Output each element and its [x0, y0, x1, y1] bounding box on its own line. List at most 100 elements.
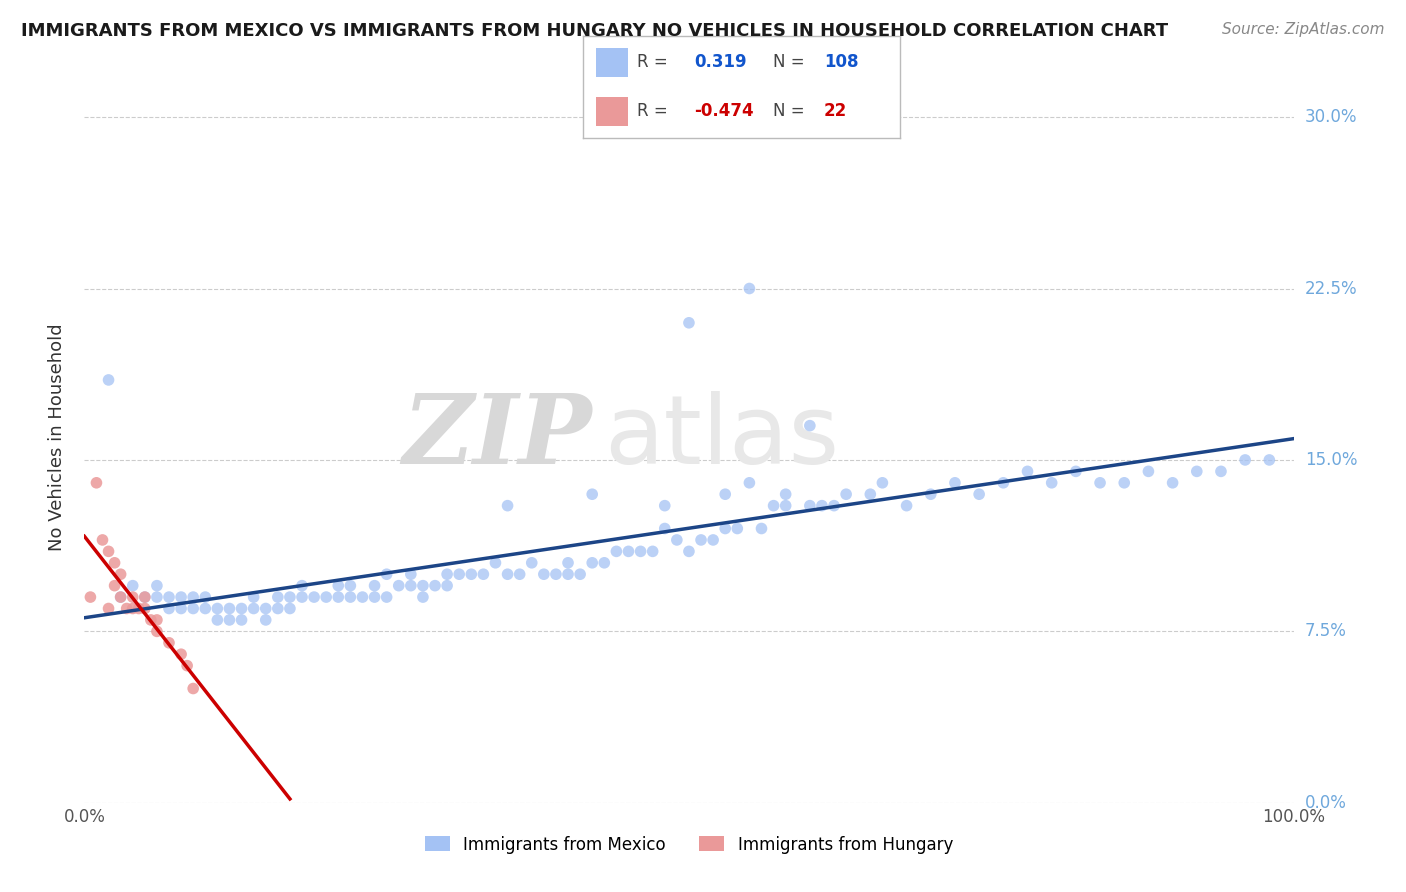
Point — [97, 373, 120, 387]
Point — [738, 475, 761, 490]
Point — [725, 521, 748, 535]
Point — [278, 590, 301, 604]
Point — [399, 579, 422, 593]
Point — [799, 499, 821, 513]
Point — [218, 601, 240, 615]
Point — [104, 579, 127, 593]
Point — [859, 487, 882, 501]
Point — [1088, 475, 1111, 490]
Point — [412, 579, 434, 593]
Point — [207, 601, 229, 615]
Point — [302, 590, 325, 604]
Point — [1234, 453, 1257, 467]
Point — [170, 647, 193, 661]
Point — [328, 590, 350, 604]
Point — [399, 567, 422, 582]
Point — [115, 601, 138, 615]
Point — [1064, 464, 1087, 478]
Point — [544, 567, 567, 582]
Point — [176, 658, 198, 673]
Point — [872, 475, 894, 490]
Point — [79, 590, 101, 604]
Point — [581, 487, 603, 501]
Point — [751, 521, 773, 535]
Point — [194, 590, 217, 604]
Point — [121, 590, 143, 604]
Point — [181, 681, 204, 696]
Point — [641, 544, 664, 558]
Point — [170, 601, 193, 615]
Point — [449, 567, 471, 582]
Text: IMMIGRANTS FROM MEXICO VS IMMIGRANTS FROM HUNGARY NO VEHICLES IN HOUSEHOLD CORRE: IMMIGRANTS FROM MEXICO VS IMMIGRANTS FRO… — [21, 22, 1168, 40]
Point — [702, 533, 724, 547]
Text: 30.0%: 30.0% — [1305, 108, 1357, 126]
Point — [86, 475, 108, 490]
Point — [91, 533, 114, 547]
Point — [388, 579, 411, 593]
Point — [569, 567, 592, 582]
Point — [920, 487, 942, 501]
Point — [278, 601, 301, 615]
Point — [1137, 464, 1160, 478]
Point — [146, 624, 169, 639]
Point — [315, 590, 337, 604]
Point — [170, 590, 193, 604]
Point — [267, 601, 290, 615]
Point — [110, 590, 132, 604]
Point — [617, 544, 640, 558]
Point — [823, 499, 845, 513]
Point — [678, 544, 700, 558]
Point — [436, 579, 458, 593]
Point — [339, 579, 361, 593]
Text: 108: 108 — [824, 53, 859, 70]
Point — [134, 590, 156, 604]
Point — [254, 601, 277, 615]
Text: R =: R = — [637, 53, 668, 70]
Point — [520, 556, 543, 570]
Text: N =: N = — [773, 102, 804, 120]
Point — [363, 590, 385, 604]
Text: 0.319: 0.319 — [695, 53, 747, 70]
Point — [557, 556, 579, 570]
Point — [291, 590, 314, 604]
Point — [375, 567, 398, 582]
Text: Source: ZipAtlas.com: Source: ZipAtlas.com — [1222, 22, 1385, 37]
Point — [412, 590, 434, 604]
FancyBboxPatch shape — [596, 97, 627, 126]
Point — [110, 567, 132, 582]
Point — [484, 556, 506, 570]
Point — [496, 567, 519, 582]
Point — [665, 533, 688, 547]
Text: N =: N = — [773, 53, 804, 70]
Point — [775, 499, 797, 513]
Point — [139, 613, 162, 627]
Point — [509, 567, 531, 582]
Point — [460, 567, 482, 582]
Point — [967, 487, 990, 501]
Text: 22: 22 — [824, 102, 848, 120]
Point — [134, 601, 156, 615]
Point — [194, 601, 217, 615]
Text: ZIP: ZIP — [402, 390, 592, 484]
Text: R =: R = — [637, 102, 668, 120]
Point — [472, 567, 495, 582]
Point — [678, 316, 700, 330]
Point — [581, 556, 603, 570]
Point — [207, 613, 229, 627]
Point — [1185, 464, 1208, 478]
Point — [231, 613, 253, 627]
Point — [291, 579, 314, 593]
Point — [97, 544, 120, 558]
Text: 0.0%: 0.0% — [1305, 794, 1347, 812]
Text: 22.5%: 22.5% — [1305, 279, 1357, 298]
Point — [496, 499, 519, 513]
Point — [267, 590, 290, 604]
FancyBboxPatch shape — [596, 48, 627, 77]
Point — [242, 601, 264, 615]
Point — [254, 613, 277, 627]
Point — [1017, 464, 1039, 478]
Point — [146, 579, 169, 593]
Point — [218, 613, 240, 627]
Text: 15.0%: 15.0% — [1305, 451, 1357, 469]
Point — [993, 475, 1015, 490]
